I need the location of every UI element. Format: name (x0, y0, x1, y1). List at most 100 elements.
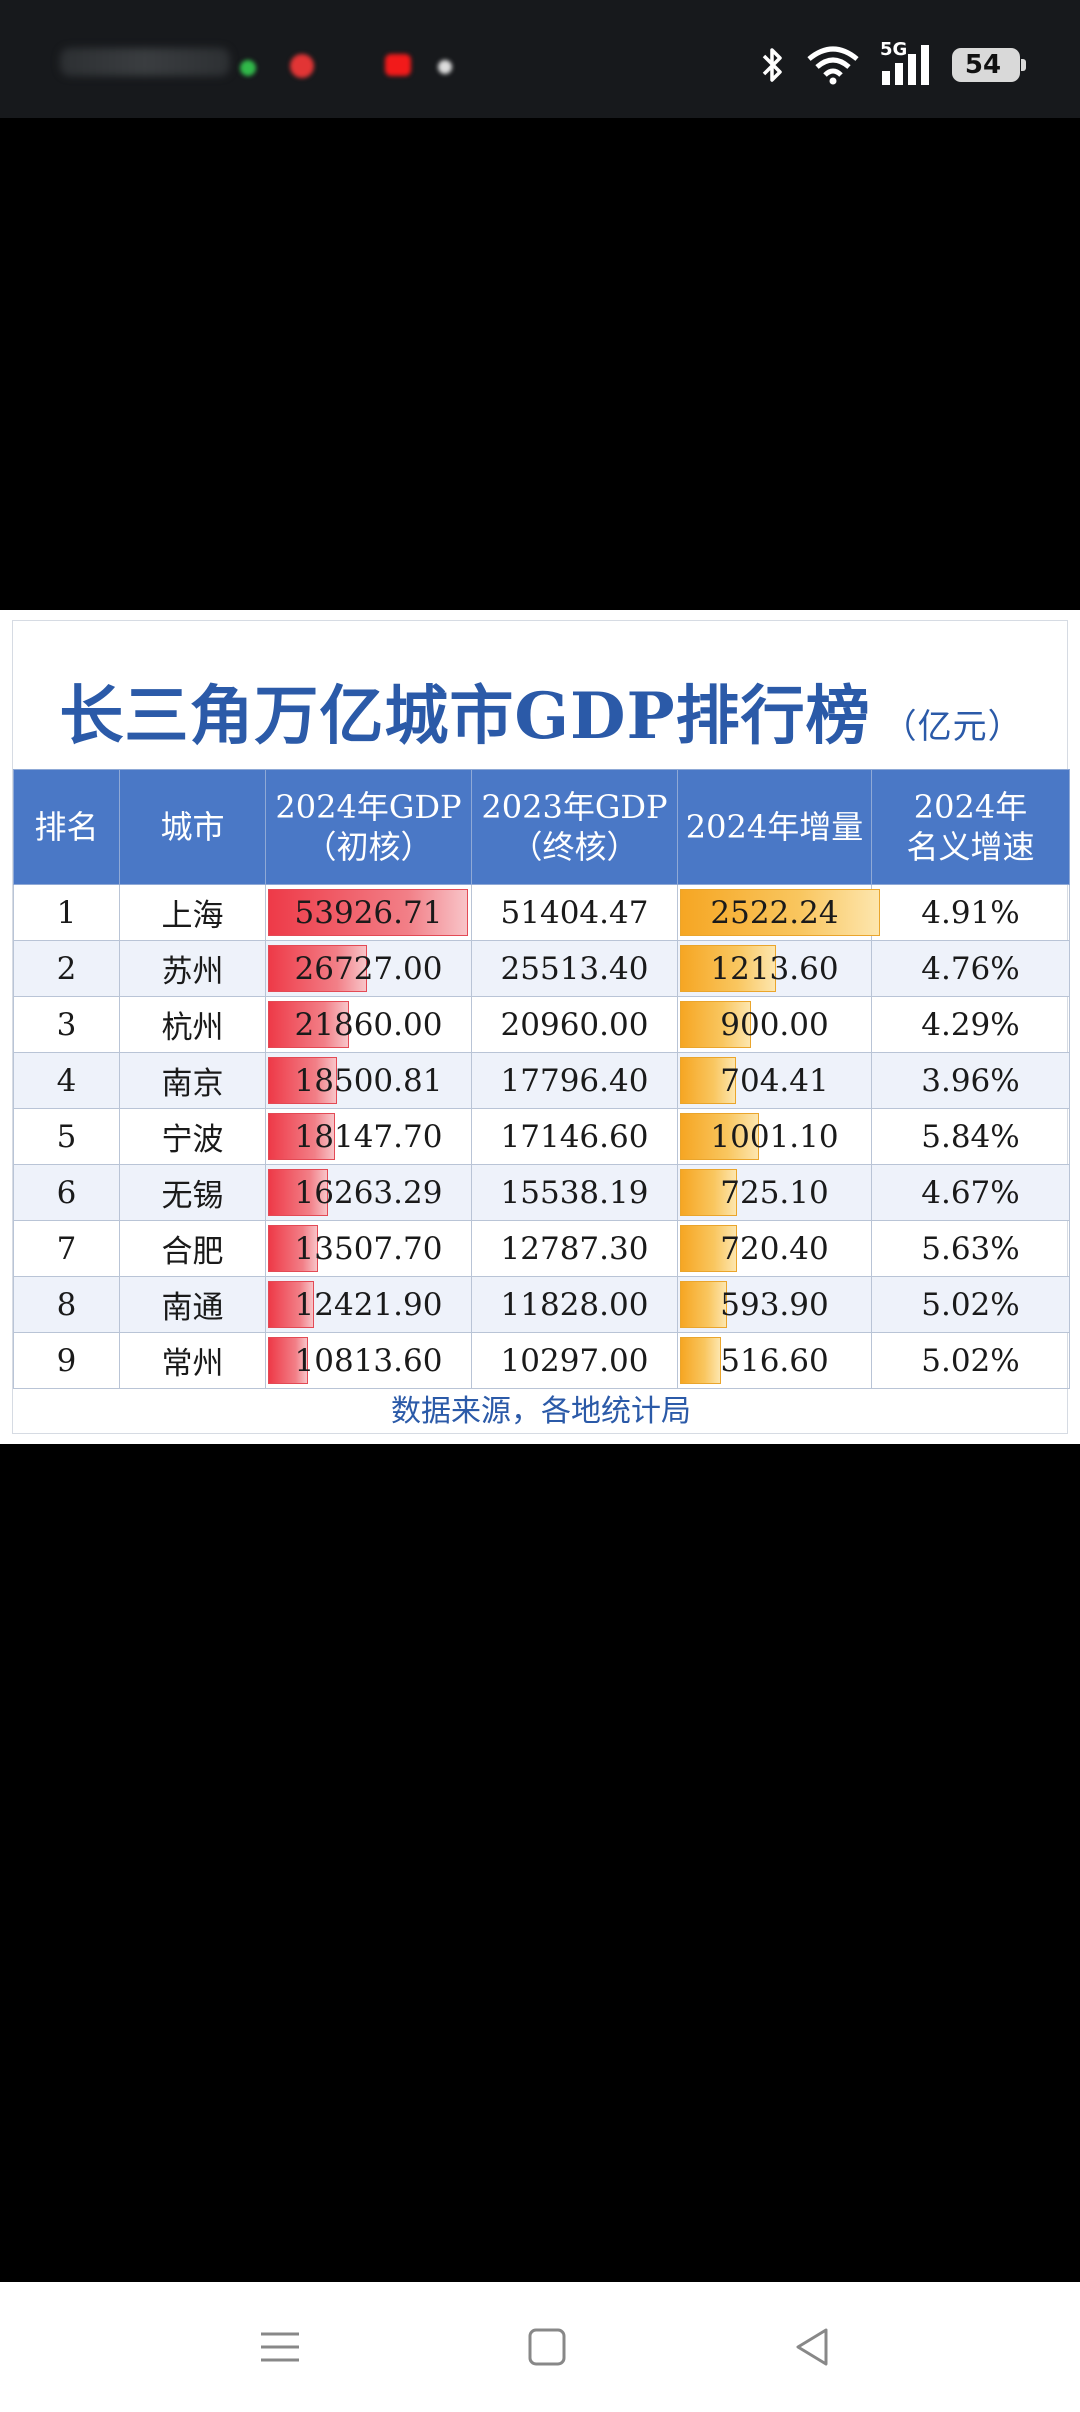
rank-value: 5 (56, 1118, 77, 1155)
rank-value: 1 (56, 894, 77, 931)
increase-cell: 1213.60 (677, 940, 872, 997)
rank-cell: 4 (13, 1052, 120, 1109)
gdp-2024-value: 13507.70 (294, 1230, 443, 1267)
gdp-bar (268, 1001, 349, 1048)
header-gdp-2024: 2024年GDP （初核） (265, 769, 472, 885)
rank-value: 6 (56, 1174, 77, 1211)
gdp-ranking-image: 长三角万亿城市GDP排行榜 （亿元） 排名 城市 2024年GDP （初核） 202… (0, 610, 1080, 1444)
gdp-2023-cell: 17796.40 (471, 1052, 678, 1109)
gdp-2024-cell: 18147.70 (265, 1108, 472, 1165)
table-body: 1 上海 53926.71 51404.47 2522.24 4.91% 2 苏州 26727.… (13, 884, 1070, 1389)
increase-value: 704.41 (720, 1062, 829, 1099)
increase-bar (680, 1337, 721, 1384)
unit-label: （亿元） (882, 707, 1023, 747)
gdp-bar (268, 889, 468, 936)
growth-cell: 5.02% (871, 1332, 1070, 1389)
gdp-2023-cell: 25513.40 (471, 940, 678, 997)
increase-bar (680, 945, 776, 992)
growth-cell: 4.91% (871, 884, 1070, 941)
rank-cell: 7 (13, 1220, 120, 1277)
growth-cell: 5.02% (871, 1276, 1070, 1333)
gdp-2023-cell: 15538.19 (471, 1164, 678, 1221)
increase-cell: 2522.24 (677, 884, 880, 941)
table-row: 8 南通 12421.90 11828.00 593.90 5.02% (13, 1276, 1070, 1333)
increase-bar (680, 1001, 751, 1048)
growth-cell: 3.96% (871, 1052, 1070, 1109)
growth-value: 4.67% (921, 1174, 1020, 1211)
gdp-2023-value: 51404.47 (500, 894, 649, 931)
bluetooth-icon (762, 48, 782, 82)
menu-icon[interactable] (255, 2322, 305, 2372)
rank-value: 4 (56, 1062, 77, 1099)
ranking-panel: 长三角万亿城市GDP排行榜 （亿元） 排名 城市 2024年GDP （初核） 202… (12, 620, 1070, 1434)
city-value: 杭州 (161, 1010, 224, 1046)
gdp-2023-value: 25513.40 (500, 950, 649, 987)
gdp-2024-cell: 13507.70 (265, 1220, 472, 1277)
gdp-2024-value: 18500.81 (294, 1062, 443, 1099)
table-row: 4 南京 18500.81 17796.40 704.41 3.96% (13, 1052, 1070, 1109)
growth-value: 5.02% (921, 1342, 1020, 1379)
increase-cell: 593.90 (677, 1276, 872, 1333)
gdp-table: 排名 城市 2024年GDP （初核） 2023年GDP （终核） 2024年增量 … (13, 769, 1070, 1389)
growth-value: 5.84% (921, 1118, 1020, 1155)
header-city: 城市 (119, 769, 266, 885)
increase-cell: 1001.10 (677, 1108, 872, 1165)
red-notification-icon (290, 54, 314, 78)
growth-cell: 5.63% (871, 1220, 1070, 1277)
table-header-row: 排名 城市 2024年GDP （初核） 2023年GDP （终核） 2024年增量 … (13, 769, 1070, 885)
city-value: 合肥 (161, 1234, 224, 1270)
city-value: 宁波 (161, 1122, 224, 1158)
title-text: 长三角万亿城市GDP排行榜 (59, 679, 871, 754)
gdp-2023-cell: 17146.60 (471, 1108, 678, 1165)
gdp-2024-value: 53926.71 (294, 894, 443, 931)
header-rank: 排名 (13, 769, 120, 885)
gdp-2024-value: 10813.60 (294, 1342, 443, 1379)
increase-value: 1213.60 (710, 950, 839, 987)
gdp-2024-value: 21860.00 (294, 1006, 443, 1043)
back-icon[interactable] (788, 2322, 838, 2372)
rank-cell: 5 (13, 1108, 120, 1165)
gdp-2023-value: 17796.40 (500, 1062, 649, 1099)
red-app-icon (385, 54, 411, 76)
growth-value: 4.76% (921, 950, 1020, 987)
gdp-bar (268, 1337, 308, 1384)
rank-cell: 6 (13, 1164, 120, 1221)
increase-value: 1001.10 (710, 1118, 839, 1155)
gdp-2023-value: 17146.60 (500, 1118, 649, 1155)
green-notification-icon (240, 60, 256, 76)
city-cell: 合肥 (119, 1220, 266, 1277)
gdp-2024-cell: 12421.90 (265, 1276, 472, 1333)
table-row: 6 无锡 16263.29 15538.19 725.10 4.67% (13, 1164, 1070, 1221)
gdp-2024-cell: 10813.60 (265, 1332, 472, 1389)
gdp-2024-value: 12421.90 (294, 1286, 443, 1323)
growth-cell: 4.29% (871, 996, 1070, 1053)
increase-bar (680, 1225, 737, 1272)
notification-area (60, 42, 460, 82)
system-icons: 5G 54 (760, 39, 1026, 90)
city-value: 苏州 (161, 954, 224, 990)
home-icon[interactable] (522, 2322, 572, 2372)
gdp-2023-value: 15538.19 (500, 1174, 649, 1211)
rank-cell: 2 (13, 940, 120, 997)
rank-value: 2 (56, 950, 77, 987)
city-value: 南京 (161, 1066, 224, 1102)
data-source-note: 数据来源，各地统计局 (391, 1394, 691, 1429)
city-cell: 上海 (119, 884, 266, 941)
battery-level: 54 (964, 50, 1002, 80)
increase-bar (680, 1113, 759, 1160)
growth-value: 5.63% (921, 1230, 1020, 1267)
growth-value: 3.96% (921, 1062, 1020, 1099)
header-gdp-2023: 2023年GDP （终核） (471, 769, 678, 885)
network-type-label: 5G (880, 39, 908, 60)
rank-cell: 9 (13, 1332, 120, 1389)
header-increase: 2024年增量 (677, 769, 872, 885)
gdp-2024-cell: 21860.00 (265, 996, 472, 1053)
page-title: 长三角万亿城市GDP排行榜 （亿元） (13, 665, 1069, 757)
city-cell: 杭州 (119, 996, 266, 1053)
increase-cell: 725.10 (677, 1164, 872, 1221)
gdp-bar (268, 1113, 335, 1160)
increase-value: 516.60 (720, 1342, 829, 1379)
gdp-2024-cell: 16263.29 (265, 1164, 472, 1221)
table-row: 1 上海 53926.71 51404.47 2522.24 4.91% (13, 884, 1070, 941)
gdp-2023-cell: 12787.30 (471, 1220, 678, 1277)
